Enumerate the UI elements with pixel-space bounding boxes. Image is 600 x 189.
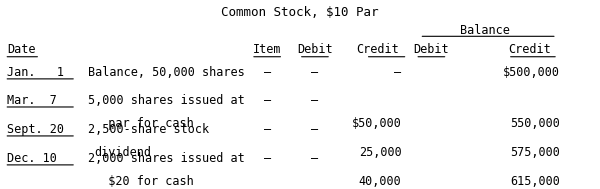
Text: —: — — [311, 66, 319, 79]
Text: 25,000: 25,000 — [359, 146, 401, 159]
Text: dividend: dividend — [94, 146, 151, 159]
Text: —: — — [311, 123, 319, 136]
Text: Balance: Balance — [460, 24, 510, 37]
Text: 5,000 shares issued at: 5,000 shares issued at — [88, 94, 245, 107]
Text: —: — — [263, 66, 271, 79]
Text: 615,000: 615,000 — [510, 175, 560, 188]
Text: 40,000: 40,000 — [359, 175, 401, 188]
Text: Common Stock, $10 Par: Common Stock, $10 Par — [221, 6, 379, 19]
Text: Debit: Debit — [413, 43, 449, 56]
Text: Balance, 50,000 shares: Balance, 50,000 shares — [88, 66, 245, 79]
Text: Debit: Debit — [297, 43, 333, 56]
Text: 2,000 shares issued at: 2,000 shares issued at — [88, 152, 245, 165]
Text: $20 for cash: $20 for cash — [94, 175, 194, 188]
Text: —: — — [311, 152, 319, 165]
Text: $50,000: $50,000 — [352, 117, 401, 130]
Text: —: — — [263, 94, 271, 107]
Text: —: — — [311, 94, 319, 107]
Text: —: — — [263, 123, 271, 136]
Text: Date: Date — [7, 43, 36, 56]
Text: Jan.   1: Jan. 1 — [7, 66, 64, 79]
Text: Credit: Credit — [509, 43, 551, 56]
Text: —: — — [263, 152, 271, 165]
Text: Dec. 10: Dec. 10 — [7, 152, 57, 165]
Text: 550,000: 550,000 — [510, 117, 560, 130]
Text: Credit: Credit — [356, 43, 399, 56]
Text: 2,500-share stock: 2,500-share stock — [88, 123, 209, 136]
Text: Item: Item — [253, 43, 281, 56]
Text: 575,000: 575,000 — [510, 146, 560, 159]
Text: Mar.  7: Mar. 7 — [7, 94, 57, 107]
Text: par for cash: par for cash — [94, 117, 194, 130]
Text: $500,000: $500,000 — [503, 66, 560, 79]
Text: Sept. 20: Sept. 20 — [7, 123, 64, 136]
Text: —: — — [394, 66, 401, 79]
